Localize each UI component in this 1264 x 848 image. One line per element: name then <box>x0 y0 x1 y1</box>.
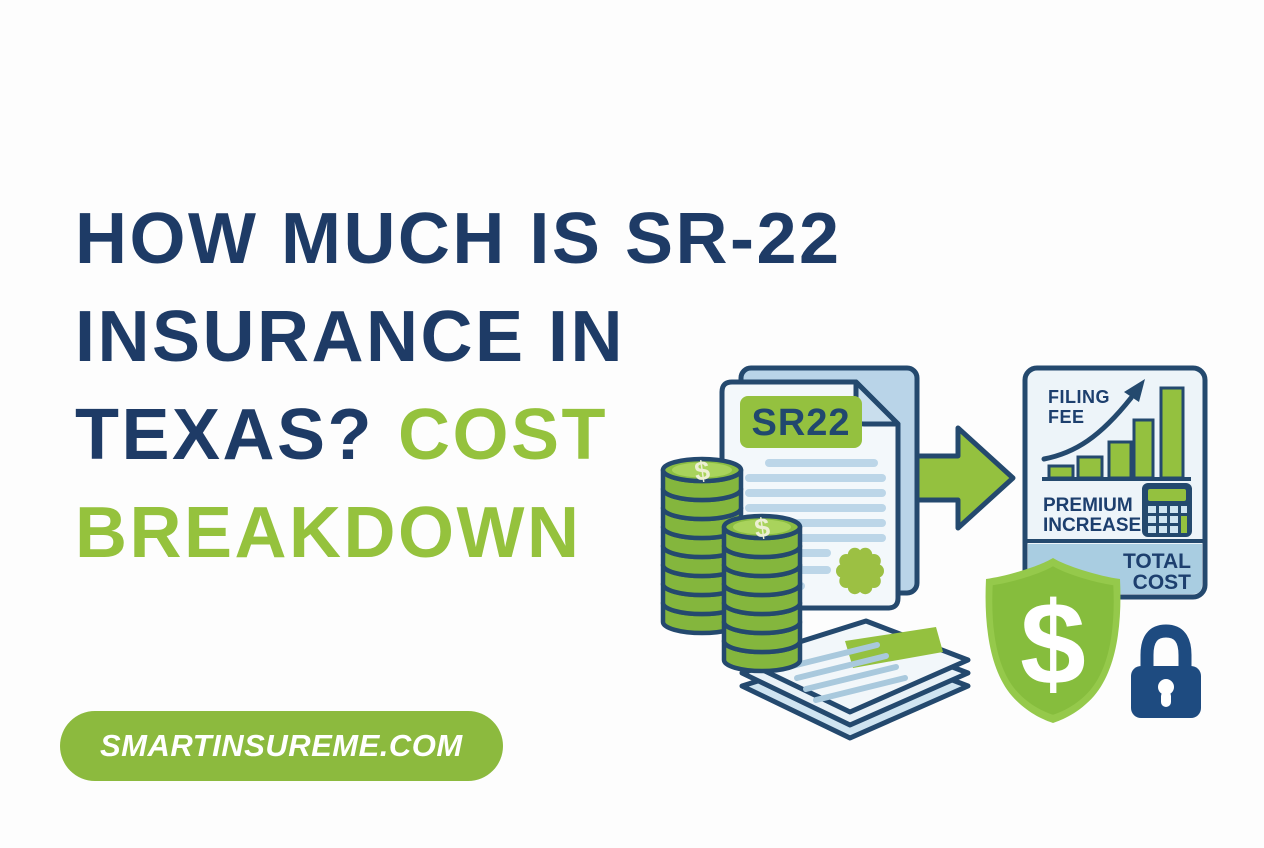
trend-arrow-icon <box>1041 379 1145 462</box>
bar <box>1047 464 1075 480</box>
coin-dollar-sign: $ <box>693 455 712 487</box>
website-badge-label: SMARTINSUREME.COM <box>100 728 463 763</box>
premium-increase-label: PREMIUM <box>1043 495 1133 516</box>
website-badge: SMARTINSUREME.COM <box>60 711 503 781</box>
headline-text: INSURANCE IN <box>75 297 626 377</box>
filing-fee-label: FILING <box>1048 387 1110 407</box>
sr22-label: SR22 <box>740 396 862 448</box>
total-cost-label: TOTAL <box>1123 550 1191 573</box>
headline-text: HOW MUCH IS SR-22 <box>75 199 842 279</box>
shield-icon: $ <box>985 558 1121 723</box>
cost-card: FILING FEE PREMIUM INCREASE <box>1022 365 1208 600</box>
padlock-icon <box>1131 624 1201 718</box>
coin-stack-right: $ <box>721 512 803 674</box>
sr22-label-text: SR22 <box>751 402 850 444</box>
calculator-icon <box>1142 483 1192 537</box>
bar <box>1159 386 1185 480</box>
headline-text-accent: COST <box>398 395 609 475</box>
bar <box>1107 440 1133 480</box>
headline-line-2: INSURANCE IN <box>75 288 995 386</box>
paper-text-lines <box>785 642 908 703</box>
headline-line-3: TEXAS? COST <box>75 386 995 484</box>
bar-chart <box>1047 386 1185 480</box>
cost-breakdown-illustration: SR22 <box>660 365 1208 741</box>
document-seal-icon <box>836 547 884 595</box>
shield-dollar-sign: $ <box>1020 578 1086 710</box>
total-cost-label: COST <box>1133 571 1192 594</box>
headline-text: TEXAS? <box>75 395 375 475</box>
bar <box>1132 418 1155 480</box>
premium-increase-label: INCREASE <box>1043 515 1141 536</box>
coin-dollar-sign: $ <box>753 512 772 544</box>
filing-fee-label: FEE <box>1048 407 1085 427</box>
coin-stack-left: $ <box>660 455 744 636</box>
bar <box>1076 455 1104 480</box>
headline-line-1: HOW MUCH IS SR-22 <box>75 190 995 288</box>
headline-line-4: BREAKDOWN <box>75 484 995 582</box>
headline-text-accent: BREAKDOWN <box>75 493 582 573</box>
page-title: HOW MUCH IS SR-22 INSURANCE IN TEXAS? COS… <box>75 190 995 582</box>
